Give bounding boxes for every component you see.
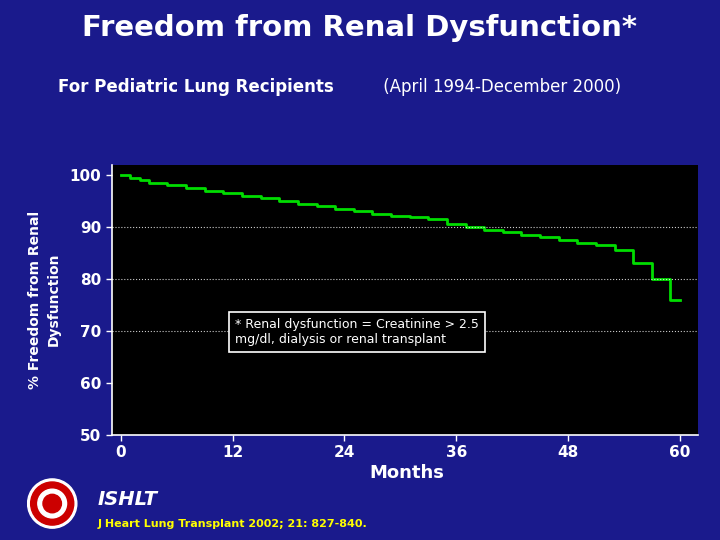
Circle shape xyxy=(38,489,66,518)
Circle shape xyxy=(31,482,73,525)
Circle shape xyxy=(27,479,77,528)
Text: For Pediatric Lung Recipients: For Pediatric Lung Recipients xyxy=(58,78,333,96)
Text: J Heart Lung Transplant 2002; 21: 827-840.: J Heart Lung Transplant 2002; 21: 827-84… xyxy=(97,519,367,529)
Y-axis label: % Freedom from Renal
Dysfunction: % Freedom from Renal Dysfunction xyxy=(27,211,61,389)
Text: * Renal dysfunction = Creatinine > 2.5
mg/dl, dialysis or renal transplant: * Renal dysfunction = Creatinine > 2.5 m… xyxy=(235,318,479,346)
Text: Freedom from Renal Dysfunction*: Freedom from Renal Dysfunction* xyxy=(83,14,637,42)
Text: ISHLT: ISHLT xyxy=(97,490,157,509)
Text: (April 1994-December 2000): (April 1994-December 2000) xyxy=(378,78,621,96)
Text: Months: Months xyxy=(369,463,444,482)
Circle shape xyxy=(43,494,61,513)
